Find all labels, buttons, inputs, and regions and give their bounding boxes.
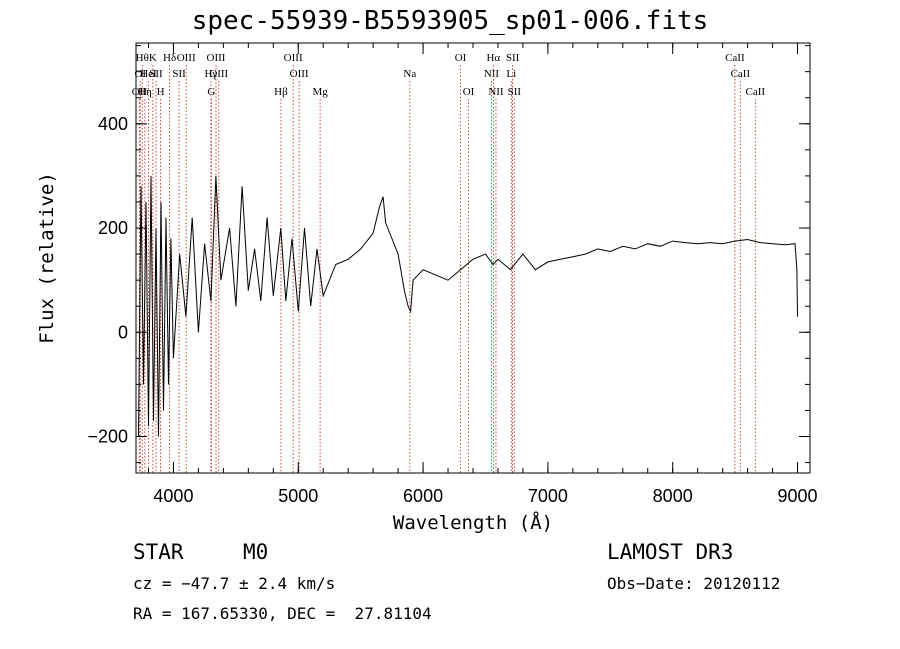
line-label-29: CaII	[731, 68, 751, 80]
line-label-27: SII	[508, 86, 522, 98]
line-label-17: OIII	[290, 68, 309, 80]
line-label-1: OI	[134, 68, 146, 80]
obs-date-label: Obs−Date: 20120112	[607, 574, 781, 593]
line-label-21: OI	[463, 86, 475, 98]
x-tick-label-9000: 9000	[777, 486, 817, 506]
line-label-19: Na	[403, 68, 416, 80]
line-label-20: OI	[455, 52, 467, 64]
x-tick-label-6000: 6000	[403, 486, 443, 506]
y-tick-label-200: 200	[98, 218, 128, 238]
x-axis-label: Wavelength (Å)	[393, 511, 553, 534]
chart-title: spec-55939-B5593905_sp01-006.fits	[191, 6, 709, 36]
line-label-16: OIII	[284, 52, 303, 64]
subclass-label: M0	[243, 540, 269, 564]
class-label: STAR	[133, 540, 184, 564]
y-axis-label: Flux (relative)	[36, 172, 58, 344]
line-label-7: H	[157, 86, 165, 98]
line-label-15: Hβ	[274, 86, 288, 98]
y-tick-label-0: 0	[118, 322, 128, 342]
x-tick-label-5000: 5000	[278, 486, 318, 506]
line-label-14: OIII	[209, 68, 228, 80]
line-label-25: Li	[506, 68, 516, 80]
x-axis: 4000 5000 6000 7000 8000 9000	[147, 43, 818, 506]
y-tick-label-400: 400	[98, 114, 128, 134]
spectrum-line	[138, 175, 798, 437]
survey-label: LAMOST DR3	[607, 540, 734, 564]
line-label-11: Hγ	[204, 68, 217, 80]
x-tick-label-4000: 4000	[153, 486, 193, 506]
line-label-18: Mg	[312, 86, 328, 98]
x-tick-label-8000: 8000	[653, 486, 693, 506]
line-label-26: SII	[506, 52, 520, 64]
y-tick-label--200: −200	[87, 427, 128, 447]
plot-frame	[135, 42, 811, 474]
line-label-12: G	[207, 86, 215, 98]
redshift-label: cz = −47.7 ± 2.4 km/s	[133, 574, 336, 593]
line-label-23: Hα	[486, 52, 500, 64]
line-label-8: Hδ	[163, 52, 176, 64]
coordinates-label: RA = 167.65330, DEC = 27.81104	[133, 604, 432, 623]
x-tick-label-7000: 7000	[528, 486, 568, 506]
line-label-2: Hθ	[136, 52, 149, 64]
y-axis: −200 0 200 400	[87, 45, 810, 464]
line-label-13: OIII	[207, 52, 226, 64]
line-markers: OIIOIHθHηHeIKSIIHHδSIIOIIIHγGOIIIOIIIHβO…	[132, 52, 766, 473]
line-label-10: OIII	[177, 52, 196, 64]
line-label-30: CaII	[746, 86, 766, 98]
line-label-24: NII	[488, 86, 504, 98]
line-label-5: K	[149, 52, 157, 64]
line-label-22: NII	[484, 68, 500, 80]
line-label-28: CaII	[725, 52, 745, 64]
line-label-6: SII	[149, 68, 163, 80]
line-label-3: Hη	[138, 86, 152, 98]
line-label-9: SII	[172, 68, 186, 80]
